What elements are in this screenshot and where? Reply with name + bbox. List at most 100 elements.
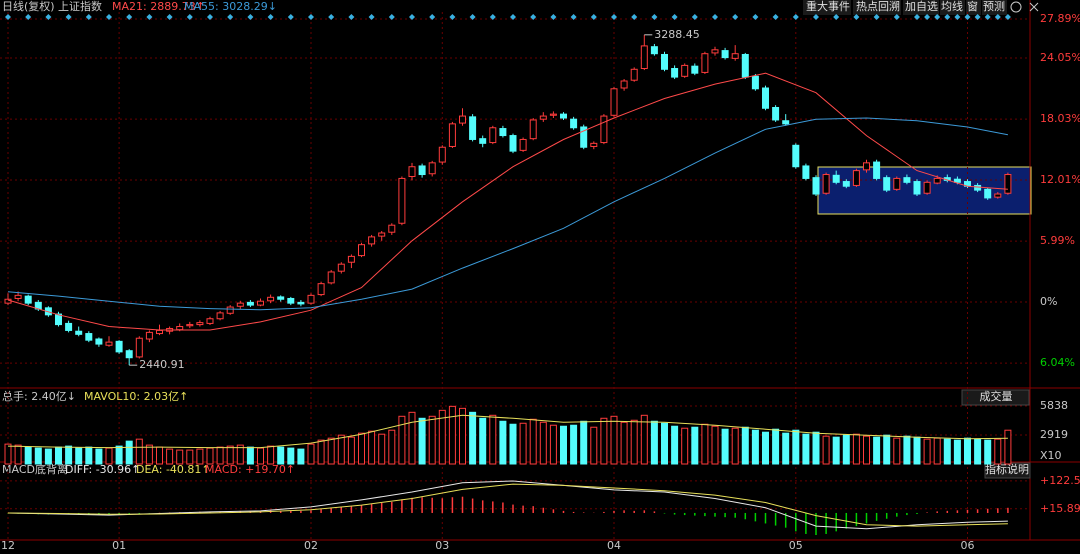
- diff-label: DIFF: -30.96↑: [65, 463, 140, 476]
- candle-body: [852, 170, 860, 186]
- x-tick-label: 06: [961, 539, 975, 552]
- volume-bar: [570, 424, 578, 465]
- x-tick-label: 12: [1, 539, 15, 552]
- volume-bar: [933, 437, 941, 465]
- candle-body: [65, 322, 73, 331]
- candle-body: [307, 294, 315, 304]
- volume-bar: [14, 444, 22, 465]
- event-marker: [772, 14, 779, 20]
- volume-bar: [418, 417, 426, 465]
- volume-bar: [1004, 429, 1012, 465]
- event-marker: [530, 14, 537, 20]
- candle-body: [883, 177, 891, 191]
- volume-bar: [388, 429, 396, 465]
- event-marker: [106, 14, 112, 20]
- volume-bar: [873, 436, 881, 465]
- annotation: 2440.91: [139, 358, 185, 371]
- event-marker: [964, 14, 971, 20]
- candle-body: [509, 135, 517, 152]
- volume-bar: [842, 434, 850, 465]
- line: [7, 72, 1008, 331]
- volume-bar: [994, 438, 1002, 465]
- event-marker: [651, 14, 658, 20]
- candle-body: [438, 146, 446, 163]
- candle-body: [832, 174, 840, 183]
- candle-body: [842, 181, 850, 187]
- button-label[interactable]: 加自选: [905, 0, 938, 13]
- event-marker: [166, 14, 173, 20]
- candle-body: [216, 312, 224, 320]
- volume-button-label[interactable]: 成交量: [980, 389, 1013, 403]
- event-marker: [590, 14, 597, 20]
- volume-bar: [681, 427, 689, 465]
- button-label[interactable]: 重大事件: [806, 0, 850, 13]
- volume-bar: [95, 448, 103, 465]
- event-marker: [570, 14, 577, 20]
- event-marker: [631, 14, 638, 20]
- button-label[interactable]: 均线: [941, 0, 963, 13]
- volume-bar: [661, 422, 668, 465]
- button-label[interactable]: 热点回溯: [856, 0, 900, 13]
- candle-body: [923, 181, 931, 194]
- event-marker: [833, 14, 840, 20]
- candle-body: [529, 119, 537, 140]
- button-label[interactable]: 窗: [967, 0, 978, 13]
- event-marker: [25, 14, 32, 20]
- volume-bar: [428, 415, 436, 465]
- volume-bar: [125, 440, 133, 465]
- volume-bar: [762, 431, 769, 465]
- candle-body: [933, 177, 941, 184]
- event-marker: [247, 14, 254, 20]
- macd-button-label[interactable]: 指标说明: [985, 462, 1029, 476]
- volume-bar: [327, 437, 335, 465]
- event-marker: [994, 14, 1001, 20]
- candle-body: [95, 338, 103, 345]
- button[interactable]: [966, 0, 981, 15]
- event-marker: [944, 14, 951, 20]
- candle-body: [681, 64, 689, 77]
- volume-bar: [549, 424, 557, 465]
- event-marker: [813, 14, 819, 20]
- candle-body: [125, 350, 133, 359]
- volume-bar: [408, 411, 416, 465]
- candle-body: [287, 297, 295, 304]
- mavol-label: MAVOL10: 2.03亿↑: [84, 390, 188, 403]
- event-marker: [550, 14, 557, 20]
- volume-button[interactable]: [961, 389, 1030, 406]
- button[interactable]: [803, 0, 851, 15]
- volume-bar: [802, 433, 810, 465]
- y-tick-label: 24.05%: [1040, 51, 1080, 64]
- y-tick-label: +122.5: [1040, 474, 1080, 487]
- button[interactable]: [940, 0, 965, 15]
- candle-body: [812, 177, 820, 195]
- volume-bar: [832, 436, 840, 465]
- volume-bar: [772, 428, 780, 465]
- volume-bar: [721, 428, 729, 465]
- volume-bar: [297, 448, 305, 465]
- volume-bar: [489, 414, 497, 465]
- button-label[interactable]: 预测: [983, 0, 1005, 13]
- line: [7, 480, 1008, 530]
- event-marker: [5, 14, 11, 20]
- candle-body: [539, 115, 547, 120]
- candle-body: [14, 294, 22, 299]
- candle-body: [782, 120, 790, 125]
- candle-body: [105, 341, 113, 346]
- volume-bar: [156, 446, 163, 465]
- close-icon[interactable]: [1029, 2, 1039, 12]
- volume-bar: [135, 438, 143, 465]
- candle-body: [610, 88, 618, 116]
- period-label: 日线(复权): [2, 0, 55, 13]
- candle-body: [580, 126, 588, 148]
- button[interactable]: [982, 0, 1007, 15]
- candle-body: [741, 53, 749, 78]
- candle-body: [75, 330, 83, 335]
- settings-icon[interactable]: [1010, 1, 1022, 13]
- button[interactable]: [903, 0, 939, 15]
- button[interactable]: [853, 0, 901, 15]
- event-marker: [914, 14, 920, 20]
- volume-bar: [479, 417, 487, 465]
- candle-body: [186, 324, 194, 327]
